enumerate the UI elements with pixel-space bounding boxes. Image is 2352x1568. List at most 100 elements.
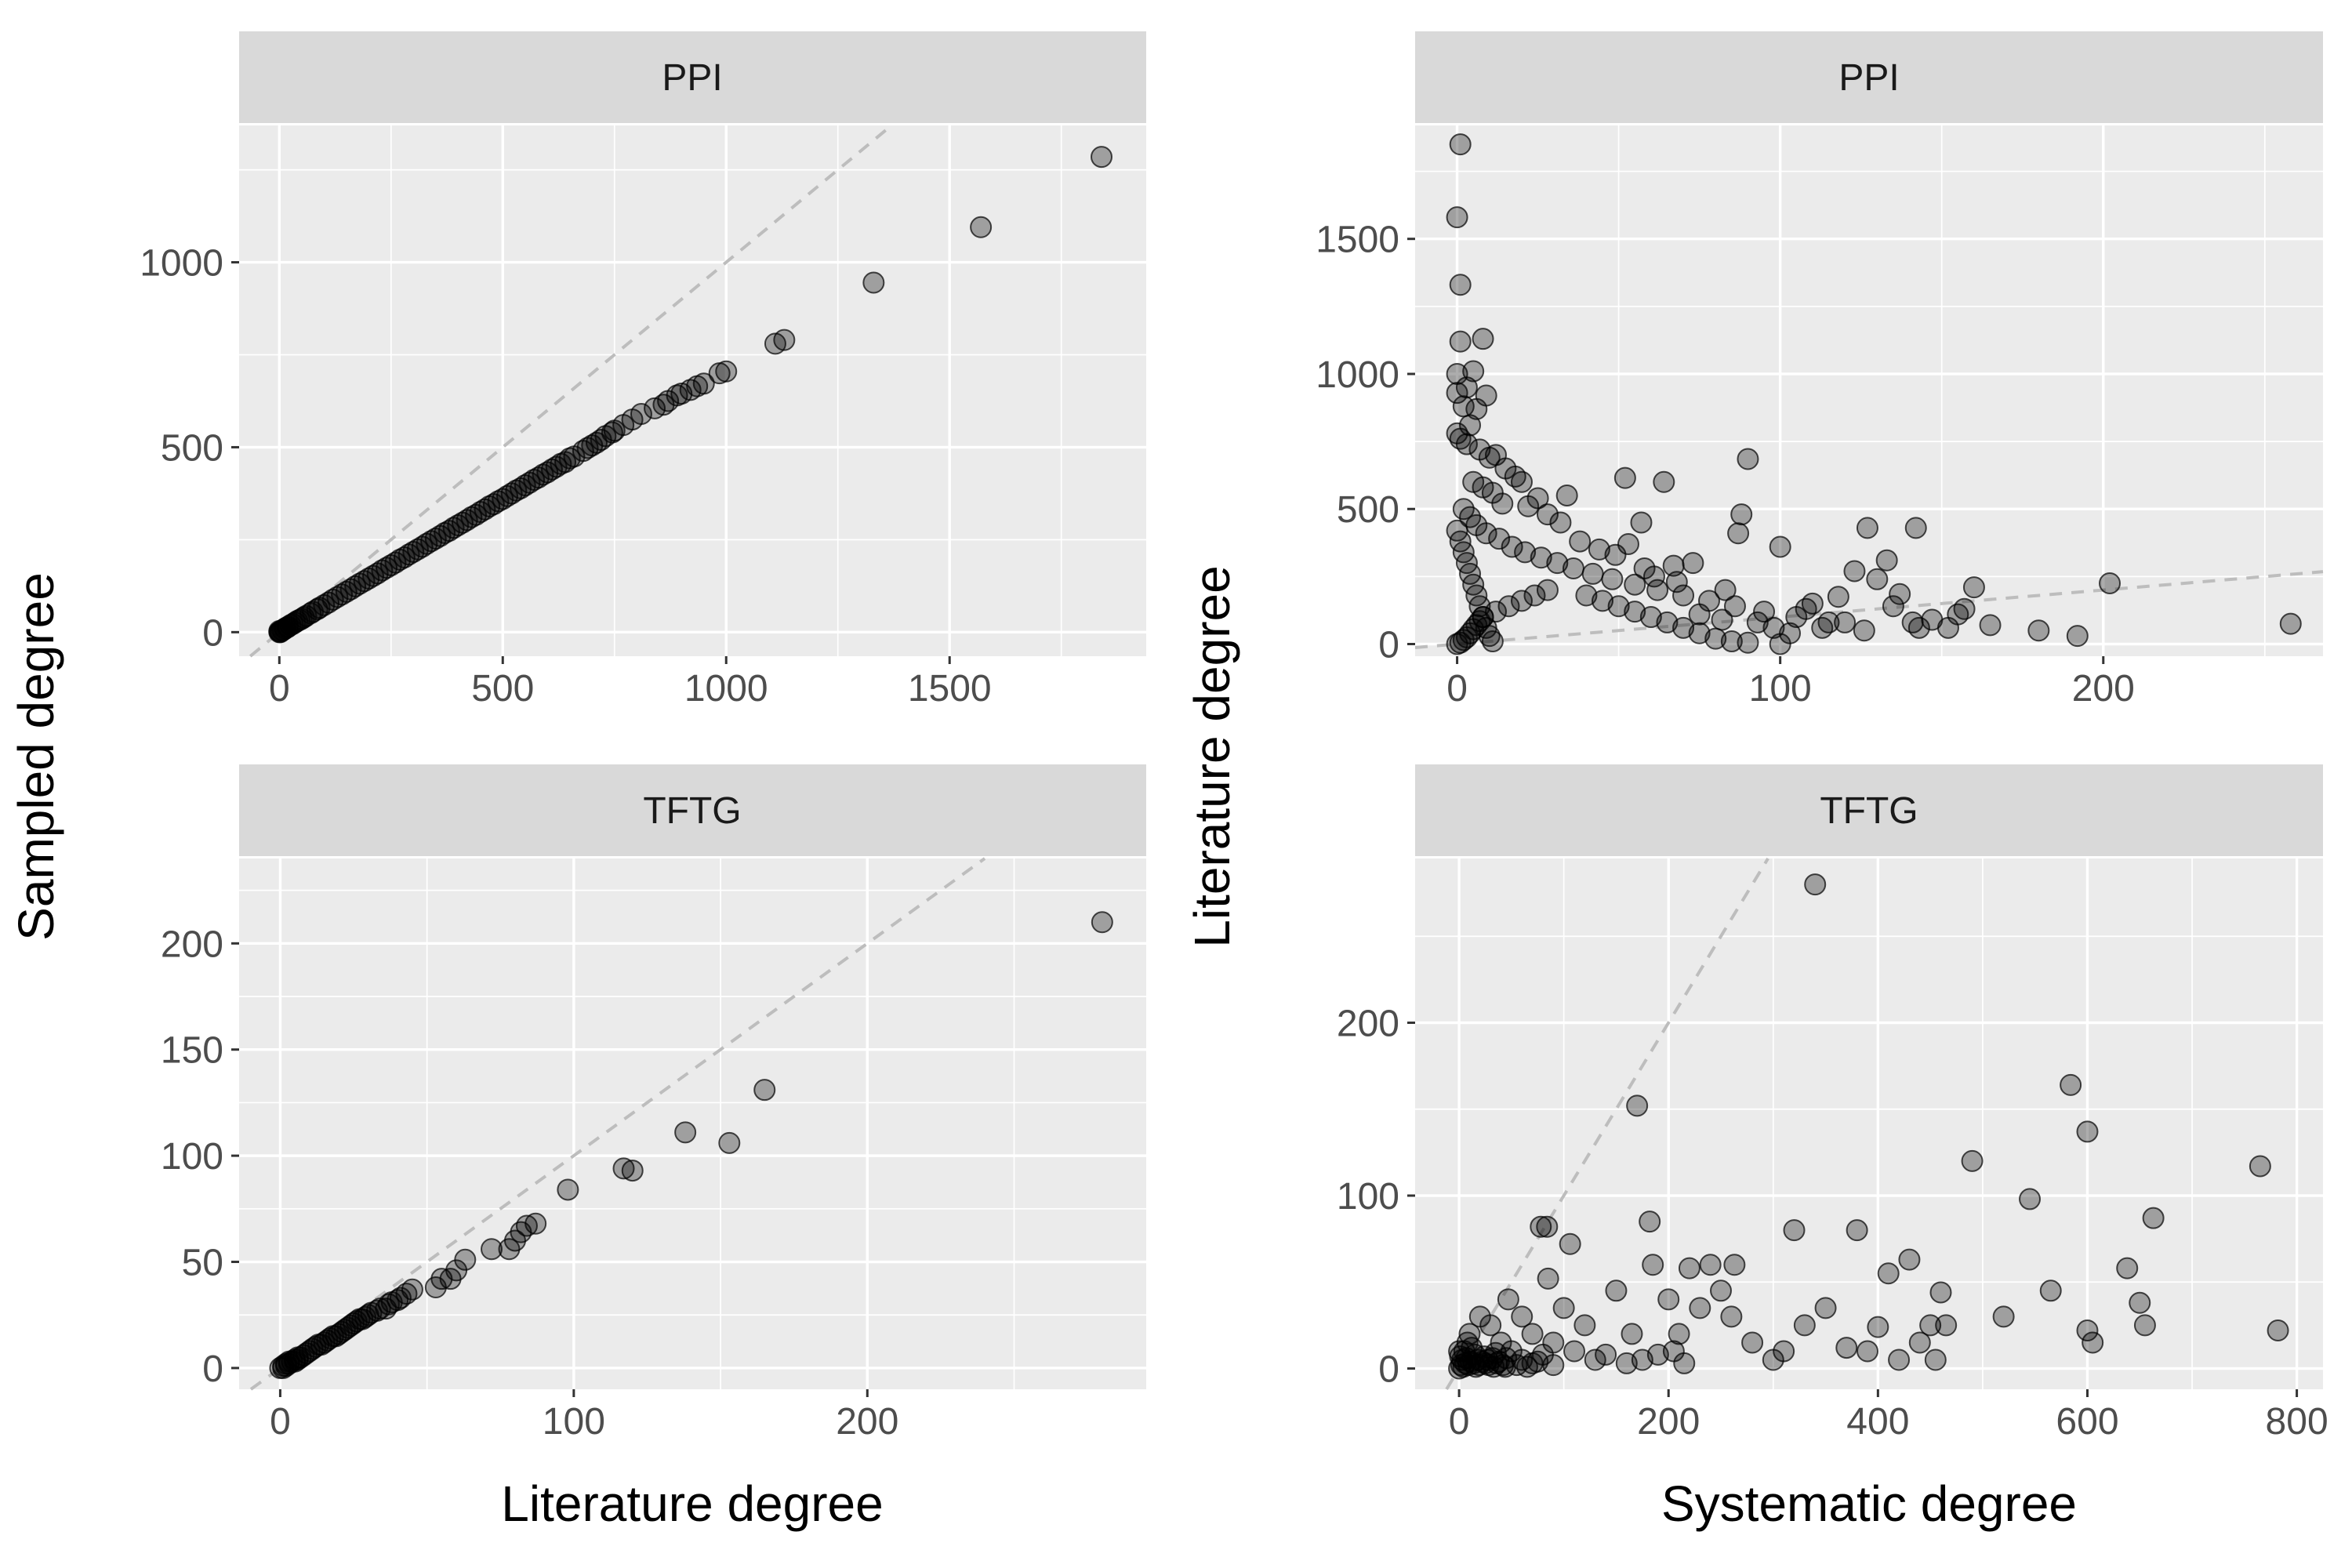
- data-point: [2267, 1319, 2289, 1342]
- data-points: [269, 911, 1113, 1379]
- data-point: [1569, 530, 1592, 553]
- data-point: [377, 1293, 400, 1316]
- identity-line: [249, 857, 986, 1391]
- strip-background: [239, 764, 1146, 856]
- data-point: [1475, 522, 1497, 545]
- data-point: [1449, 330, 1472, 353]
- data-point: [1653, 470, 1675, 493]
- data-point: [2082, 1331, 2104, 1354]
- data-point: [1962, 576, 1985, 599]
- data-point: [1953, 597, 1976, 620]
- data-point: [1827, 586, 1849, 608]
- strip-background: [1415, 764, 2323, 856]
- data-point: [862, 271, 885, 294]
- data-point: [1472, 328, 1494, 350]
- data-point: [1710, 1279, 1733, 1302]
- y-tick-label: 1500: [1316, 220, 1399, 261]
- data-point: [1091, 146, 1113, 169]
- data-point: [1773, 1340, 1795, 1363]
- y-tick-label: 50: [182, 1243, 223, 1284]
- data-point: [1559, 1232, 1581, 1255]
- data-point: [1673, 1352, 1696, 1374]
- strip-label: PPI: [1838, 57, 1899, 99]
- data-point: [2027, 619, 2050, 642]
- data-point: [1458, 1323, 1481, 1345]
- data-point: [1479, 1314, 1502, 1337]
- data-point: [481, 1238, 503, 1261]
- data-point: [331, 1320, 354, 1343]
- data-point: [1449, 133, 1472, 156]
- plot-area: [1415, 858, 2323, 1389]
- data-point: [1515, 1356, 1538, 1378]
- data-point: [1537, 1267, 1559, 1290]
- data-point: [1834, 611, 1857, 633]
- data-point: [1720, 630, 1743, 653]
- y-tick-label: 500: [161, 427, 223, 469]
- data-point: [1672, 584, 1695, 607]
- data-point: [1741, 1331, 1764, 1354]
- x-tick-label: 200: [1637, 1401, 1700, 1443]
- y-axis-ticks: 0 500 1000: [140, 243, 239, 654]
- data-point: [1688, 603, 1711, 626]
- data-point: [1584, 1348, 1606, 1371]
- data-point: [313, 1331, 336, 1354]
- x-tick-label: 400: [1846, 1401, 1909, 1443]
- data-point: [1898, 1248, 1921, 1271]
- data-point: [1737, 631, 1759, 654]
- data-point: [666, 384, 688, 407]
- data-point: [1688, 622, 1711, 644]
- data-point: [1494, 1356, 1516, 1378]
- panel-literature-ppi: PPI 0 500 1000 1500 0 500 1000: [140, 31, 1146, 710]
- y-tick-label: 0: [202, 612, 223, 654]
- x-axis-ticks: 0 100 200: [270, 1389, 898, 1443]
- data-point: [1689, 1297, 1711, 1319]
- panel-literature-tftg: TFTG 0 100 200 0 50 100 150 200: [161, 764, 1146, 1443]
- y-tick-label: 150: [161, 1030, 223, 1072]
- data-point: [1526, 1350, 1549, 1373]
- reference-line: [1445, 857, 1769, 1391]
- data-point: [1856, 517, 1878, 539]
- data-point: [1497, 595, 1520, 618]
- data-point: [692, 372, 715, 395]
- y-axis-ticks: 0 100 200: [1337, 1003, 1415, 1391]
- y-tick-label: 200: [161, 924, 223, 965]
- y-tick-label: 100: [1337, 1176, 1399, 1218]
- data-point: [1592, 590, 1614, 612]
- data-point: [2060, 1073, 2082, 1096]
- data-point: [1488, 528, 1511, 550]
- data-point: [1919, 1314, 1942, 1337]
- strip-label: TFTG: [1820, 790, 1918, 832]
- data-point: [2076, 1319, 2099, 1342]
- x-tick-label: 200: [2072, 668, 2135, 710]
- data-point: [1646, 579, 1669, 601]
- data-point: [1856, 1340, 1878, 1363]
- data-point: [2249, 1155, 2271, 1178]
- data-point: [1530, 1215, 1552, 1238]
- data-point: [1621, 1323, 1643, 1345]
- data-point: [1517, 495, 1540, 517]
- data-point: [336, 1316, 359, 1339]
- y-tick-label: 0: [1378, 624, 1399, 666]
- data-point: [753, 1079, 776, 1102]
- data-point: [1446, 206, 1468, 229]
- identity-line: [249, 124, 893, 658]
- x-axis-ticks: 0 500 1000 1500: [269, 656, 992, 710]
- data-point: [1601, 568, 1624, 590]
- data-point: [1465, 397, 1488, 420]
- data-point: [674, 1121, 697, 1144]
- data-point: [1678, 1257, 1700, 1279]
- grid: [1415, 858, 2323, 1389]
- data-point: [498, 1238, 521, 1261]
- data-point: [1523, 584, 1546, 607]
- panel-systematic-ppi: PPI 0 100 200 0 500 1000 1500: [1316, 31, 2324, 710]
- data-point: [708, 362, 731, 385]
- data-point: [1936, 616, 1959, 639]
- identity-line: [1445, 857, 1769, 1391]
- x-tick-label: 500: [471, 668, 534, 710]
- data-points: [268, 146, 1113, 644]
- data-point: [343, 1312, 365, 1335]
- data-point: [1665, 571, 1688, 593]
- x-tick-label: 600: [2056, 1401, 2118, 1443]
- data-points: [1446, 133, 2302, 655]
